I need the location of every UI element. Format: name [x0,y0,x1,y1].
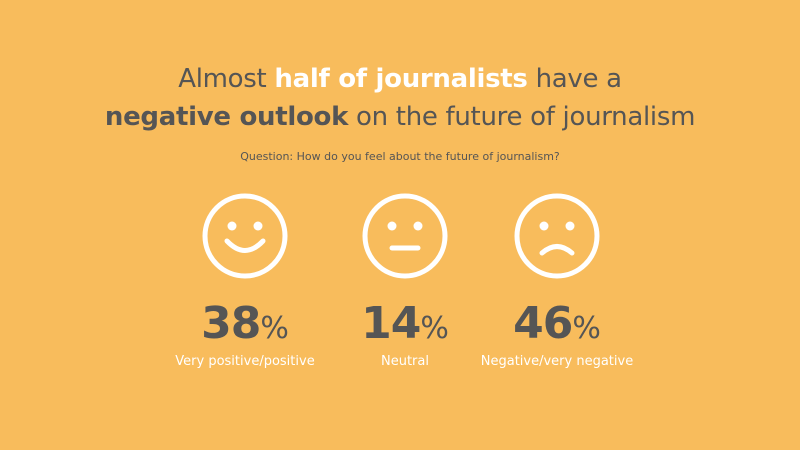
stat-value: 14% [310,300,500,348]
stat-label: Negative/very negative [480,354,634,369]
stat-number: 46 [513,298,573,349]
headline: Almost half of journalists have a negati… [0,60,800,136]
stat-negative: 46% Negative/very negative [462,190,652,369]
stat-positive: 38% Very positive/positive [150,190,340,369]
headline-line1-post: have a [527,64,623,94]
smiling-face-icon [202,193,288,279]
sad-face-icon [514,193,600,279]
stat-unit: % [420,311,449,346]
stat-value: 46% [462,300,652,348]
headline-line-1: Almost half of journalists have a [0,60,800,98]
headline-line2-bold: negative outlook [104,102,349,132]
headline-line-2: negative outlook on the future of journa… [0,98,800,136]
headline-line1-pre: Almost [178,64,275,94]
stat-unit: % [260,311,289,346]
stat-neutral: 14% Neutral [310,190,500,369]
stat-number: 38 [201,298,261,349]
neutral-face-icon [362,193,448,279]
survey-question: Question: How do you feel about the futu… [240,150,560,163]
stat-label: Neutral [381,354,429,369]
stat-number: 14 [361,298,421,349]
headline-line1-bold: half of journalists [274,64,528,94]
stat-label: Very positive/positive [175,354,315,369]
headline-line2-post: on the future of journalism [348,102,696,132]
stat-unit: % [572,311,601,346]
stat-value: 38% [150,300,340,348]
